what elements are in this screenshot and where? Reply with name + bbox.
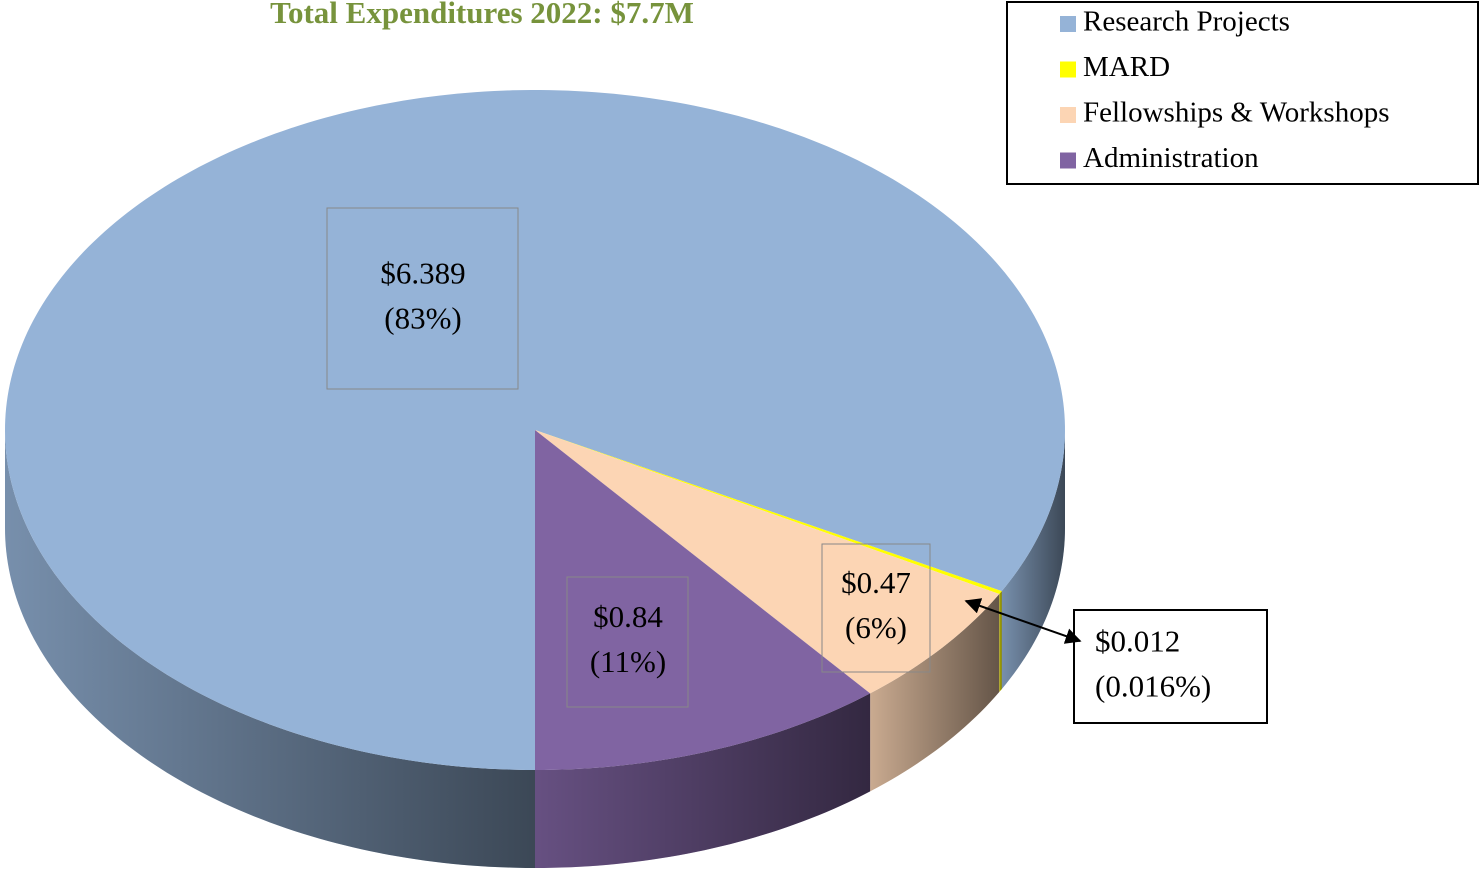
data-label: $0.84 xyxy=(593,599,663,634)
data-label-box xyxy=(1073,609,1268,724)
percent-label: (83%) xyxy=(384,301,461,336)
percent-label: (11%) xyxy=(590,644,666,679)
legend-label: MARD xyxy=(1083,51,1170,83)
data-label-box xyxy=(821,543,931,673)
legend xyxy=(1006,1,1479,185)
pie-side-shade xyxy=(535,693,871,868)
legend-label: Research Projects xyxy=(1083,6,1290,38)
pie-side-shade xyxy=(999,591,1002,693)
legend-swatch xyxy=(1060,61,1076,78)
data-label-box xyxy=(326,207,519,390)
legend-swatch xyxy=(1060,16,1076,32)
legend-label: Administration xyxy=(1083,142,1259,174)
pie-slice xyxy=(5,90,1065,771)
pie-slice xyxy=(535,430,871,770)
data-label: $0.47 xyxy=(841,565,911,600)
data-label: $0.012 xyxy=(1095,624,1180,659)
legend-swatch xyxy=(1060,152,1076,169)
pie-slice xyxy=(535,430,1002,595)
data-label-box xyxy=(566,576,689,708)
pie-slice xyxy=(535,430,1000,694)
percent-label: (6%) xyxy=(845,610,907,645)
pie-side-shade xyxy=(5,430,535,868)
legend-swatch xyxy=(1060,107,1076,123)
callout-arrow xyxy=(964,598,1082,644)
data-label: $6.389 xyxy=(380,256,465,291)
percent-label: (0.016%) xyxy=(1095,669,1211,704)
chart-title: Total Expenditures 2022: $7.7M xyxy=(270,0,694,30)
legend-label: Fellowships & Workshops xyxy=(1083,97,1390,129)
